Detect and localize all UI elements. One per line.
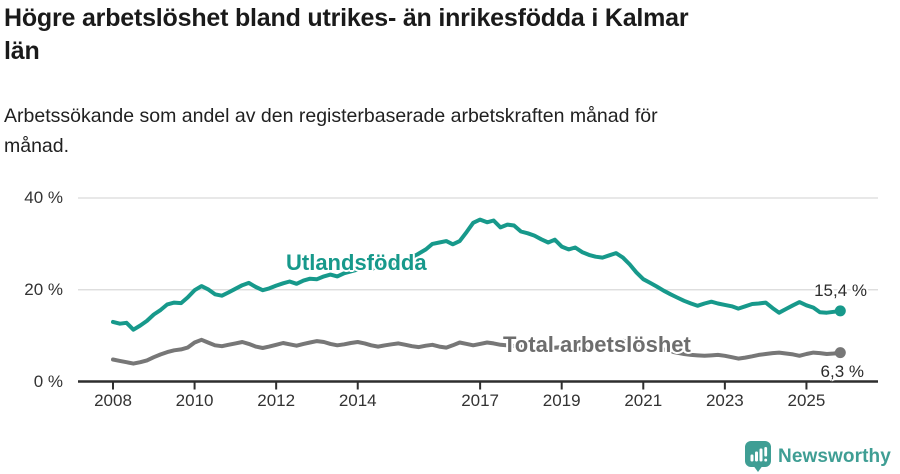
series-line-1 (111, 337, 843, 366)
x-axis-label: 2014 (338, 391, 377, 410)
x-axis-label: 2017 (461, 391, 500, 410)
y-axis-label: 40 % (24, 188, 63, 207)
end-value-utlandsfodda: 15,4 % (814, 281, 867, 300)
chart-subtitle: Arbetssökande som andel av den registerb… (4, 101, 884, 161)
x-axis-label: 2019 (542, 391, 581, 410)
x-axis-label: 2012 (257, 391, 296, 410)
series-end-dot-0 (834, 305, 846, 317)
subtitle-line-1: Arbetssökande som andel av den registerb… (4, 105, 658, 127)
x-axis-label: 2021 (624, 391, 663, 410)
x-axis-label: 2008 (94, 391, 132, 410)
page-title: Högre arbetslöshet bland utrikes- än inr… (4, 2, 884, 68)
newsworthy-logo: Newsworthy (745, 441, 891, 473)
x-axis-label: 2010 (175, 391, 214, 410)
series-end-dot-1 (834, 347, 846, 359)
series-label-utlandsfodda: Utlandsfödda (286, 250, 427, 275)
title-line-1: Högre arbetslöshet bland utrikes- än inr… (4, 4, 689, 32)
end-value-total-arbetsloshet: 6,3 % (820, 362, 864, 381)
y-axis-label: 0 % (33, 371, 63, 391)
series-line-0 (111, 217, 843, 332)
y-axis-label: 20 % (24, 279, 63, 299)
x-axis-label: 2023 (705, 391, 744, 410)
title-line-2: län (4, 37, 40, 65)
newsworthy-badge-icon (745, 441, 771, 472)
subtitle-line-2: månad. (4, 135, 70, 157)
series-label-total-arbetsloshet: Total arbetslöshet (503, 332, 691, 357)
newsworthy-wordmark: Newsworthy (778, 446, 891, 467)
x-axis-label: 2025 (787, 391, 826, 410)
